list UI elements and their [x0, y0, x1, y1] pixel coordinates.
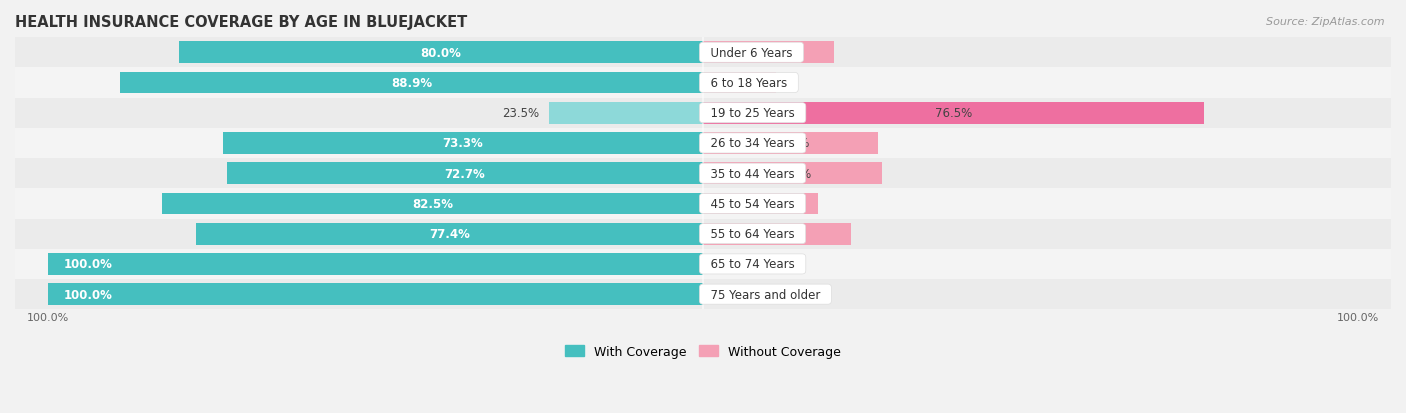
Bar [15, 38, 1391, 68]
Text: 65 to 74 Years: 65 to 74 Years [703, 258, 803, 271]
Bar [48, 284, 703, 305]
Bar [703, 133, 877, 154]
Text: 0.0%: 0.0% [713, 258, 742, 271]
Bar [226, 163, 703, 185]
Text: 77.4%: 77.4% [429, 228, 470, 241]
Text: 19 to 25 Years: 19 to 25 Years [703, 107, 803, 120]
Text: 20.0%: 20.0% [749, 47, 787, 59]
Text: 26.7%: 26.7% [772, 137, 810, 150]
Bar [222, 133, 703, 154]
Text: 100.0%: 100.0% [65, 258, 112, 271]
Text: 17.5%: 17.5% [742, 197, 779, 211]
Text: 35 to 44 Years: 35 to 44 Years [703, 167, 803, 180]
Text: 22.6%: 22.6% [758, 228, 796, 241]
Text: 55 to 64 Years: 55 to 64 Years [703, 228, 803, 241]
Text: 26 to 34 Years: 26 to 34 Years [703, 137, 803, 150]
Bar [15, 159, 1391, 189]
Bar [179, 42, 703, 64]
Text: 73.3%: 73.3% [443, 137, 484, 150]
Bar [548, 102, 703, 124]
Bar [15, 249, 1391, 279]
Text: 0.0%: 0.0% [713, 288, 742, 301]
Text: 100.0%: 100.0% [65, 288, 112, 301]
Text: 75 Years and older: 75 Years and older [703, 288, 828, 301]
Bar [15, 219, 1391, 249]
Text: Under 6 Years: Under 6 Years [703, 47, 800, 59]
Text: 82.5%: 82.5% [412, 197, 453, 211]
Text: 72.7%: 72.7% [444, 167, 485, 180]
Bar [703, 193, 818, 215]
Bar [15, 128, 1391, 159]
Text: 45 to 54 Years: 45 to 54 Years [703, 197, 803, 211]
Text: 76.5%: 76.5% [935, 107, 973, 120]
Text: 6 to 18 Years: 6 to 18 Years [703, 77, 794, 90]
Bar [703, 72, 776, 94]
Bar [703, 42, 834, 64]
Bar [703, 102, 1205, 124]
Bar [703, 163, 882, 185]
Legend: With Coverage, Without Coverage: With Coverage, Without Coverage [561, 340, 845, 363]
Bar [195, 223, 703, 245]
Bar [121, 72, 703, 94]
Bar [163, 193, 703, 215]
Bar [15, 98, 1391, 128]
Text: 23.5%: 23.5% [502, 107, 538, 120]
Text: Source: ZipAtlas.com: Source: ZipAtlas.com [1267, 17, 1385, 26]
Text: 80.0%: 80.0% [420, 47, 461, 59]
Text: 11.1%: 11.1% [721, 77, 758, 90]
Bar [15, 279, 1391, 309]
Text: 27.3%: 27.3% [773, 167, 811, 180]
Bar [15, 68, 1391, 98]
Text: 88.9%: 88.9% [391, 77, 432, 90]
Text: HEALTH INSURANCE COVERAGE BY AGE IN BLUEJACKET: HEALTH INSURANCE COVERAGE BY AGE IN BLUE… [15, 15, 467, 30]
Bar [703, 223, 851, 245]
Bar [48, 254, 703, 275]
Bar [15, 189, 1391, 219]
